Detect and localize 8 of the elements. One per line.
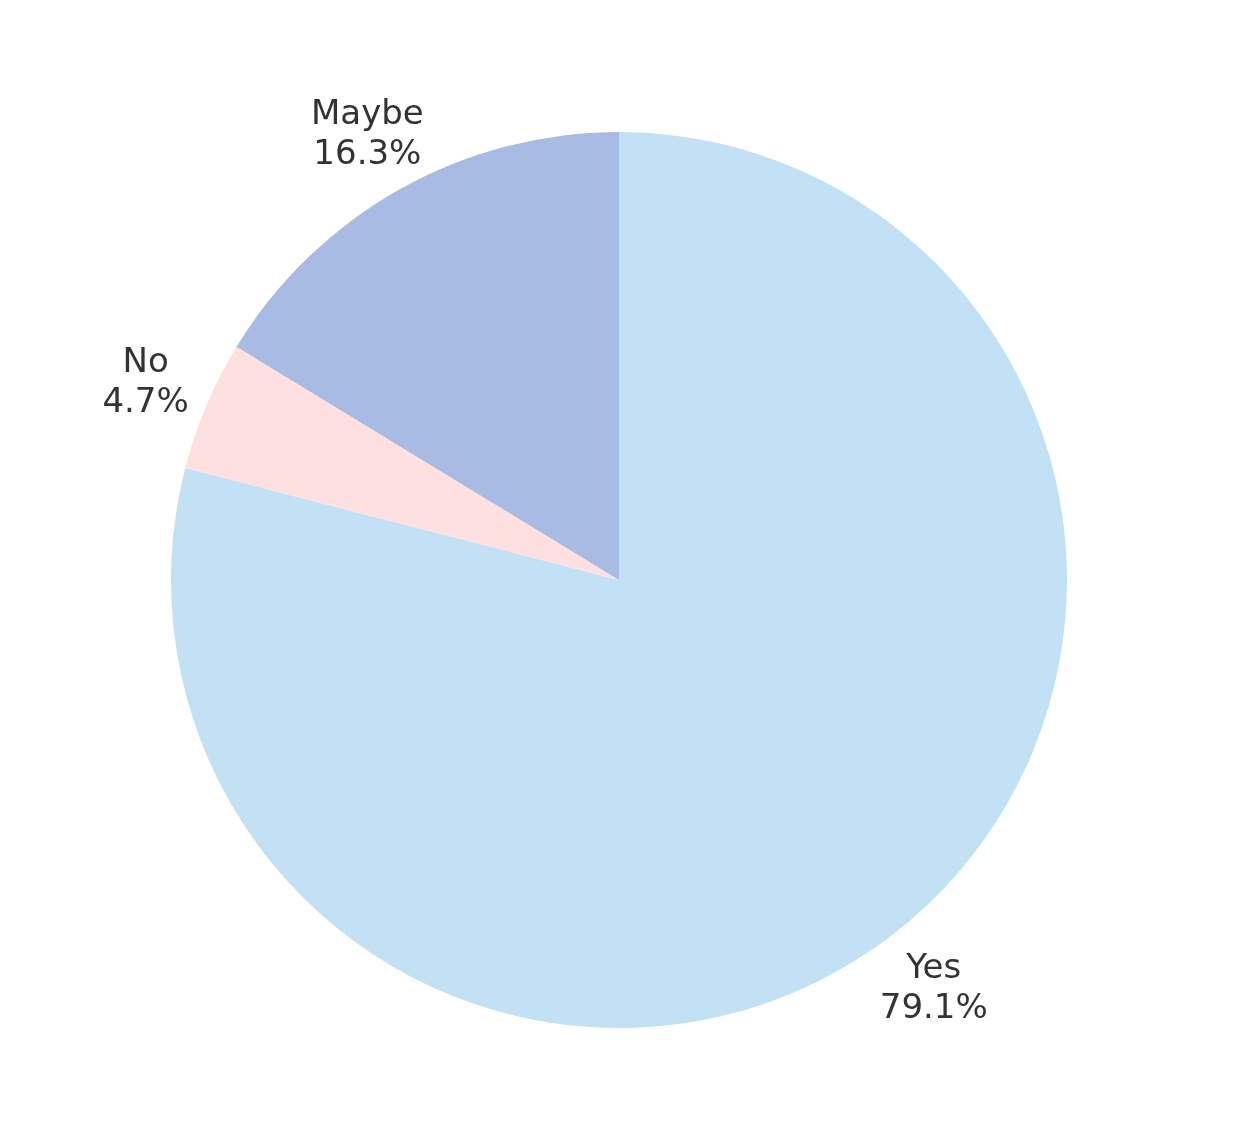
data-label: 16.3% [313, 131, 422, 172]
slice-label: Yes [905, 946, 962, 987]
data-label: 4.7% [102, 379, 189, 420]
pie-slice [236, 132, 619, 580]
slice-label: No [122, 339, 169, 380]
pie-slice [185, 346, 619, 580]
data-label: 79.1% [879, 986, 988, 1027]
slice-label: Maybe [310, 91, 424, 132]
